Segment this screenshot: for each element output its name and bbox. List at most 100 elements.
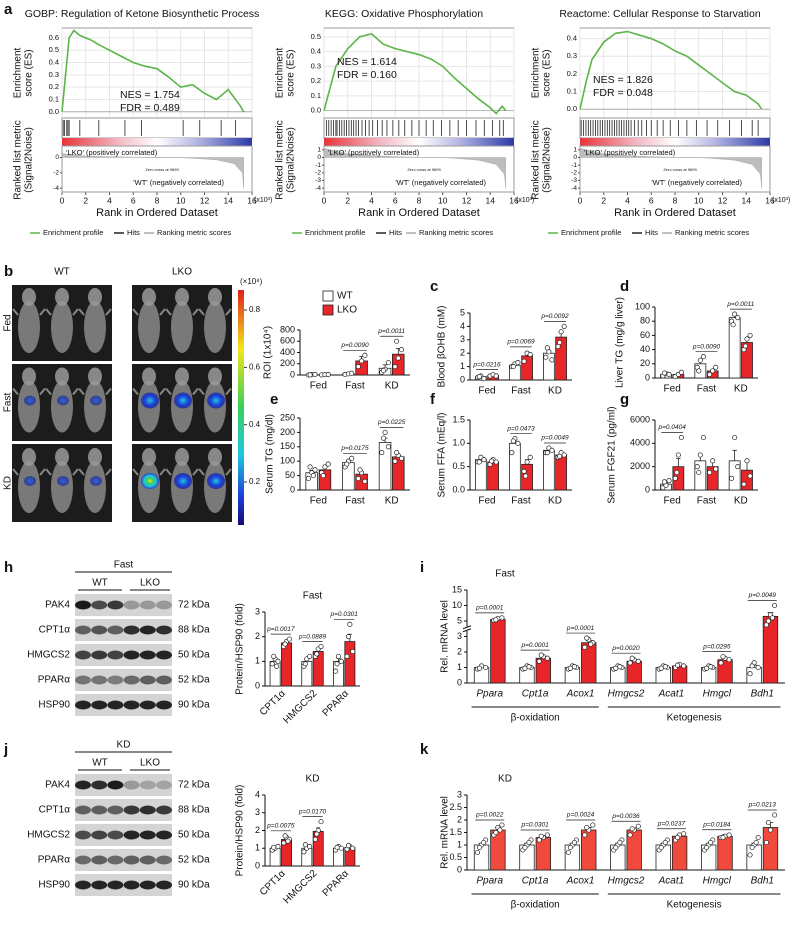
mouse-limb	[45, 468, 52, 476]
data-point	[627, 660, 633, 666]
y-tick-label: 3	[460, 334, 465, 344]
y-tick-label: 0.5	[49, 45, 59, 54]
y-tick-label: 0.5	[311, 32, 321, 41]
blot-band	[156, 625, 172, 635]
mouse-limb	[132, 387, 139, 396]
legend-label: Enrichment profile	[561, 228, 621, 237]
blot-band	[75, 805, 91, 815]
p-value: p=0.0001	[475, 605, 504, 612]
data-point	[493, 373, 499, 379]
data-point	[584, 824, 590, 831]
metric-axis-label: Ranked list metric	[275, 120, 286, 199]
data-point	[318, 643, 324, 650]
metric-tick-label: 0	[317, 154, 321, 161]
mouse-limb	[12, 387, 19, 396]
panel-letter: a	[4, 1, 13, 18]
mouse-limb	[198, 468, 205, 476]
blot-band	[91, 675, 108, 685]
mouse-limb	[12, 468, 19, 476]
y-tick-label: 60	[640, 330, 650, 340]
data-point	[510, 364, 516, 370]
data-point	[362, 478, 368, 484]
data-point	[730, 322, 736, 328]
blot-band	[156, 675, 172, 685]
annotation: NES = 1.754	[120, 89, 180, 101]
x-tick-label: Acox1	[566, 876, 595, 887]
data-point	[399, 347, 405, 353]
protein-label: CPT1α	[39, 625, 71, 636]
protein-label: PPARα	[38, 855, 70, 866]
signal	[90, 395, 102, 406]
data-point	[493, 459, 499, 465]
row-label: Fast	[3, 393, 14, 413]
x-tick-label: Fast	[511, 496, 531, 507]
x-tick-label: 10	[694, 195, 704, 205]
p-value: p=0.0049	[748, 592, 777, 599]
data-point	[338, 845, 344, 851]
data-point	[379, 450, 385, 456]
data-point	[312, 371, 318, 377]
protein-label: PAK4	[45, 780, 70, 791]
data-point	[675, 662, 681, 668]
data-point	[392, 364, 398, 370]
p-value: p=0.0036	[611, 813, 640, 820]
data-point	[675, 452, 681, 458]
data-point	[708, 664, 714, 670]
mouse-limb	[72, 468, 79, 476]
metric-tick-label: -4	[53, 185, 59, 192]
data-point	[617, 664, 623, 670]
x-tick-label: KD	[385, 496, 399, 507]
y-tick-label: 3	[457, 789, 462, 799]
signal	[207, 473, 225, 489]
blot-strip	[75, 874, 172, 896]
data-point	[747, 473, 753, 479]
data-point	[395, 355, 401, 361]
mouse-body	[84, 380, 106, 433]
data-point	[526, 664, 532, 670]
blot-band	[123, 830, 140, 840]
y-tick-label: 0	[457, 677, 462, 687]
colorbar	[238, 290, 244, 525]
p-value: p=0.0001	[566, 625, 595, 632]
mouse-head	[88, 367, 102, 386]
blot-group: LKO	[140, 758, 160, 769]
x-tick-label: Fast	[345, 496, 365, 507]
data-point	[394, 450, 400, 456]
group-label: WT	[54, 267, 70, 278]
bar	[344, 641, 356, 687]
mouse-limb	[192, 387, 199, 396]
blot-band	[156, 830, 172, 840]
y-axis-label: Serum FFA (mEq/l)	[437, 412, 448, 497]
data-point	[561, 452, 567, 458]
zero-cross: Zero cross at 9699	[663, 167, 697, 172]
data-point	[697, 357, 703, 363]
y-tick-label: 1	[460, 361, 465, 371]
data-point	[675, 834, 681, 841]
mouse-body	[171, 301, 193, 353]
mouse-limb	[192, 308, 199, 316]
y-tick-label: 1	[255, 843, 260, 853]
data-point	[310, 473, 316, 479]
p-value: p=0.0216	[472, 361, 501, 368]
row-label: Fed	[3, 314, 14, 331]
y-axis-label: Protein/HSP90 (fold)	[235, 785, 246, 877]
data-point	[302, 842, 308, 848]
y-tick-label: 0.1	[567, 87, 577, 96]
data-point	[481, 376, 487, 382]
y-tick-label: 0.5	[452, 461, 465, 471]
signal	[57, 476, 69, 486]
p-value: p=0.0237	[657, 820, 686, 827]
x-tick-label: Fast	[697, 384, 717, 395]
x-tick-label: Fed	[310, 381, 327, 392]
chart-title: KD	[306, 774, 320, 785]
data-point	[522, 844, 528, 851]
mouse-body	[18, 380, 40, 433]
signal	[90, 476, 102, 486]
signal	[174, 392, 192, 409]
x-tick-label: 16	[765, 195, 775, 205]
positive-label: 'LKO' (positively correlated)	[584, 148, 676, 157]
protein-label: HSP90	[38, 880, 70, 891]
metric-tick-label: 1	[573, 147, 577, 154]
x-tick-label: CPT1α	[258, 868, 288, 898]
